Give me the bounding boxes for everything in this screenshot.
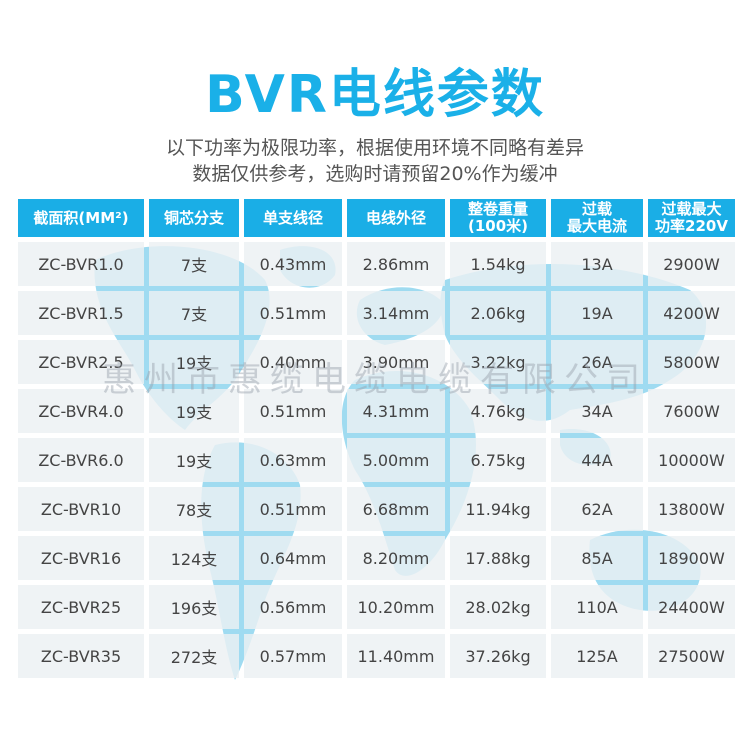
table-cell: 0.43mm [244, 242, 342, 286]
subtitle-line-2: 数据仅供参考，选购时请预留20%作为缓冲 [192, 163, 558, 185]
table-cell: 13A [551, 242, 643, 286]
table-cell: 11.94kg [450, 487, 546, 531]
table-cell: 37.26kg [450, 634, 546, 678]
table-cell: 78支 [149, 487, 239, 531]
header-label: 整卷重量 [467, 200, 528, 218]
header-label: 截面积(MM²) [33, 208, 129, 227]
table-cell: ZC-BVR10 [18, 487, 144, 531]
parameter-table: 截面积(MM²) 铜芯分支 单支线径 电线外径 整卷重量 (100米) 过载 最大电… [13, 194, 740, 683]
table-cell: 19支 [149, 340, 239, 384]
header-label: 单支线径 [262, 208, 323, 227]
subtitle-line-1: 以下功率为极限功率，根据使用环境不同略有差异 [165, 137, 584, 159]
table-cell: 7600W [648, 389, 735, 433]
header-label: 过载最大 [661, 200, 722, 218]
table-cell: 4200W [648, 291, 735, 335]
table-cell: 2.86mm [347, 242, 445, 286]
table-cell: 110A [551, 585, 643, 629]
table-cell: 3.22kg [450, 340, 546, 384]
table-cell: 4.31mm [347, 389, 445, 433]
table-cell: 8.20mm [347, 536, 445, 580]
table-cell: 19支 [149, 438, 239, 482]
table-cell: 1.54kg [450, 242, 546, 286]
table-cell: ZC-BVR35 [18, 634, 144, 678]
table-cell: 13800W [648, 487, 735, 531]
table-cell: 3.90mm [347, 340, 445, 384]
header-strand-diameter: 单支线径 [244, 199, 342, 237]
table-cell: 2.06kg [450, 291, 546, 335]
table-cell: 17.88kg [450, 536, 546, 580]
table-cell: 0.51mm [244, 487, 342, 531]
table-cell: ZC-BVR2.5 [18, 340, 144, 384]
table-cell: 124支 [149, 536, 239, 580]
table-cell: 4.76kg [450, 389, 546, 433]
table-cell: 0.63mm [244, 438, 342, 482]
table-header-row: 截面积(MM²) 铜芯分支 单支线径 电线外径 整卷重量 (100米) 过载 最大电… [18, 199, 735, 237]
table-cell: 5.00mm [347, 438, 445, 482]
table-cell: 18900W [648, 536, 735, 580]
table-cell: ZC-BVR16 [18, 536, 144, 580]
table-cell: 44A [551, 438, 643, 482]
table-cell: 0.57mm [244, 634, 342, 678]
header-cross-section: 截面积(MM²) [18, 199, 144, 237]
table-cell: 28.02kg [450, 585, 546, 629]
table-cell: 19支 [149, 389, 239, 433]
header-label: 铜芯分支 [163, 208, 224, 227]
table-row: ZC-BVR16 124支 0.64mm 8.20mm 17.88kg 85A 18900W [18, 536, 735, 580]
table-cell: ZC-BVR1.5 [18, 291, 144, 335]
table-cell: ZC-BVR25 [18, 585, 144, 629]
table-cell: ZC-BVR1.0 [18, 242, 144, 286]
header-label-sub: 最大电流 [566, 217, 627, 235]
table-row: ZC-BVR6.0 19支 0.63mm 5.00mm 6.75kg 44A 10000W [18, 438, 735, 482]
header-outer-diameter: 电线外径 [347, 199, 445, 237]
table-cell: 85A [551, 536, 643, 580]
table-row: ZC-BVR2.5 19支 0.40mm 3.90mm 3.22kg 26A 5800W [18, 340, 735, 384]
table-cell: 6.75kg [450, 438, 546, 482]
table-cell: 3.14mm [347, 291, 445, 335]
header-label: 过载 [581, 200, 612, 218]
header-max-power: 过载最大 功率220V [648, 199, 735, 237]
table-cell: 26A [551, 340, 643, 384]
table-row: ZC-BVR35 272支 0.57mm 11.40mm 37.26kg 125A 2750… [18, 634, 735, 678]
table-cell: 34A [551, 389, 643, 433]
table-cell: 2900W [648, 242, 735, 286]
page-title: BVR电线参数 [205, 65, 545, 125]
table-cell: ZC-BVR6.0 [18, 438, 144, 482]
table-cell: 5800W [648, 340, 735, 384]
table-cell: 6.68mm [347, 487, 445, 531]
table-cell: 24400W [648, 585, 735, 629]
table-row: ZC-BVR1.0 7支 0.43mm 2.86mm 1.54kg 13A 2900W [18, 242, 735, 286]
table-cell: 0.40mm [244, 340, 342, 384]
table-row: ZC-BVR10 78支 0.51mm 6.68mm 11.94kg 62A 13800W [18, 487, 735, 531]
header-label-sub: 功率220V [655, 217, 728, 235]
table-cell: 0.64mm [244, 536, 342, 580]
table-row: ZC-BVR25 196支 0.56mm 10.20mm 28.02kg 110A 2440… [18, 585, 735, 629]
header-max-current: 过载 最大电流 [551, 199, 643, 237]
table-cell: 0.51mm [244, 291, 342, 335]
table-cell: 27500W [648, 634, 735, 678]
table-cell: ZC-BVR4.0 [18, 389, 144, 433]
header-label: 电线外径 [365, 208, 426, 227]
table-cell: 62A [551, 487, 643, 531]
header-copper-strands: 铜芯分支 [149, 199, 239, 237]
table-cell: 272支 [149, 634, 239, 678]
table-cell: 0.51mm [244, 389, 342, 433]
table-cell: 0.56mm [244, 585, 342, 629]
table-cell: 11.40mm [347, 634, 445, 678]
table-cell: 10000W [648, 438, 735, 482]
table-cell: 7支 [149, 291, 239, 335]
table-cell: 19A [551, 291, 643, 335]
table-row: ZC-BVR4.0 19支 0.51mm 4.31mm 4.76kg 34A 7600W [18, 389, 735, 433]
table-cell: 10.20mm [347, 585, 445, 629]
table-cell: 196支 [149, 585, 239, 629]
table-cell: 125A [551, 634, 643, 678]
table-cell: 7支 [149, 242, 239, 286]
table-row: ZC-BVR1.5 7支 0.51mm 3.14mm 2.06kg 19A 4200W [18, 291, 735, 335]
header-roll-weight: 整卷重量 (100米) [450, 199, 546, 237]
header-label-sub: (100米) [467, 217, 529, 235]
